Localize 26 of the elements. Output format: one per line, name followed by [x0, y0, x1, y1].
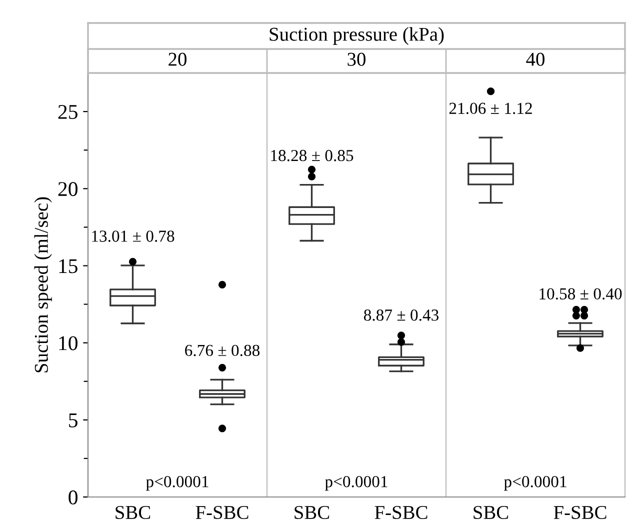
annotation: p<0.0001	[504, 476, 566, 491]
y-tick-label: 10	[59, 336, 78, 350]
annotation: p<0.0001	[146, 476, 208, 491]
y-axis-title: Suction speed (ml/sec)	[34, 197, 52, 372]
x-tick-label: F-SBC	[374, 506, 428, 520]
chart-subtitle: 40	[526, 52, 544, 66]
annotation: 6.76 ± 0.88	[185, 344, 260, 356]
x-tick-label: F-SBC	[196, 506, 248, 520]
annotation: 18.28 ± 0.85	[271, 150, 354, 162]
annotation: 8.87 ± 0.43	[364, 310, 439, 321]
x-tick-label: F-SBC	[554, 506, 606, 520]
annotation: p<0.0001	[324, 476, 388, 491]
y-tick-label: 25	[58, 104, 78, 119]
x-tick-label: SBC	[294, 506, 330, 520]
annotation: 13.01 ± 0.78	[92, 230, 174, 242]
y-tick-label: 0	[68, 490, 78, 504]
chart-title: Suction pressure (kPa)	[270, 27, 444, 45]
x-tick-label: SBC	[116, 506, 150, 520]
y-tick-label: 20	[58, 182, 78, 196]
annotation: 21.06 ± 1.12	[449, 102, 532, 114]
y-tick-label: 15	[59, 259, 78, 274]
x-tick-label: SBC	[474, 506, 508, 520]
chart-subtitle: 20	[168, 52, 186, 66]
chart-subtitle: 30	[348, 52, 366, 66]
annotation: 10.58 ± 0.40	[540, 288, 622, 300]
y-tick-label: 5	[69, 413, 78, 428]
